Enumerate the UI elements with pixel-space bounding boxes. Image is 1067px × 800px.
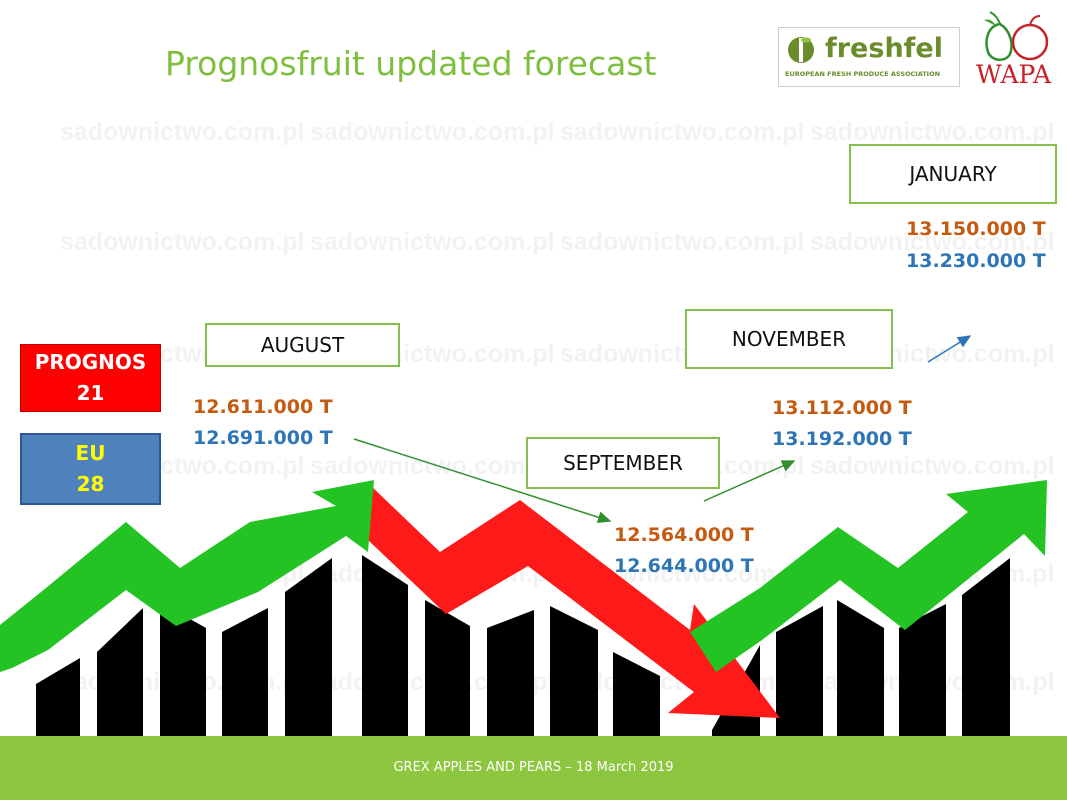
september-eu-value: 12.644.000 T (614, 555, 754, 577)
eu-legend-line1: EU (75, 441, 106, 465)
month-box-september: SEPTEMBER (526, 437, 720, 489)
august-eu-value: 12.691.000 T (193, 427, 333, 449)
eu-legend-box: EU 28 (20, 433, 161, 505)
bar (899, 604, 946, 736)
apple-pear-icon (984, 11, 1049, 61)
bar (425, 600, 470, 736)
connector-arrow (353, 438, 612, 524)
bar (285, 558, 332, 736)
november-prognos-value: 13.112.000 T (772, 397, 912, 419)
connector-arrow (703, 460, 796, 502)
wapa-logo: WAPA (970, 10, 1062, 94)
fruit-icon (788, 37, 814, 63)
bar (222, 608, 268, 736)
bar (613, 652, 660, 736)
bar (776, 606, 823, 736)
wapa-name: WAPA (976, 60, 1052, 89)
november-eu-value: 13.192.000 T (772, 428, 912, 450)
freshfel-logo: freshfel EUROPEAN FRESH PRODUCE ASSOCIAT… (778, 27, 960, 87)
connector-arrow (927, 335, 972, 363)
january-prognos-value: 13.150.000 T (906, 218, 1046, 240)
bar (362, 555, 408, 736)
bar (962, 558, 1010, 736)
month-box-august: AUGUST (205, 323, 400, 367)
august-prognos-value: 12.611.000 T (193, 396, 333, 418)
freshfel-tagline: EUROPEAN FRESH PRODUCE ASSOCIATION (785, 70, 941, 78)
freshfel-name: freshfel (825, 33, 943, 64)
bar (487, 610, 534, 736)
up-trend-arrow-right (690, 480, 1047, 672)
footer-bar: GREX APPLES AND PEARS – 18 March 2019 (0, 736, 1067, 800)
bar (837, 600, 884, 736)
bar (36, 658, 80, 736)
up-trend-arrow-left (0, 480, 374, 672)
footer-text: GREX APPLES AND PEARS – 18 March 2019 (393, 760, 674, 775)
prognos-legend-line2: 21 (76, 381, 105, 405)
slide-title: Prognosfruit updated forecast (165, 44, 657, 83)
prognos-legend-line1: PROGNOS (34, 350, 147, 374)
bar (97, 608, 143, 736)
bar (550, 606, 598, 736)
september-prognos-value: 12.564.000 T (614, 524, 754, 546)
down-trend-arrow (368, 485, 780, 718)
month-box-november: NOVEMBER (685, 309, 893, 369)
bar (160, 602, 206, 736)
prognos-legend-box: PROGNOS 21 (20, 344, 161, 412)
month-box-january: JANUARY (849, 144, 1057, 204)
january-eu-value: 13.230.000 T (906, 250, 1046, 272)
eu-legend-line2: 28 (76, 472, 105, 496)
